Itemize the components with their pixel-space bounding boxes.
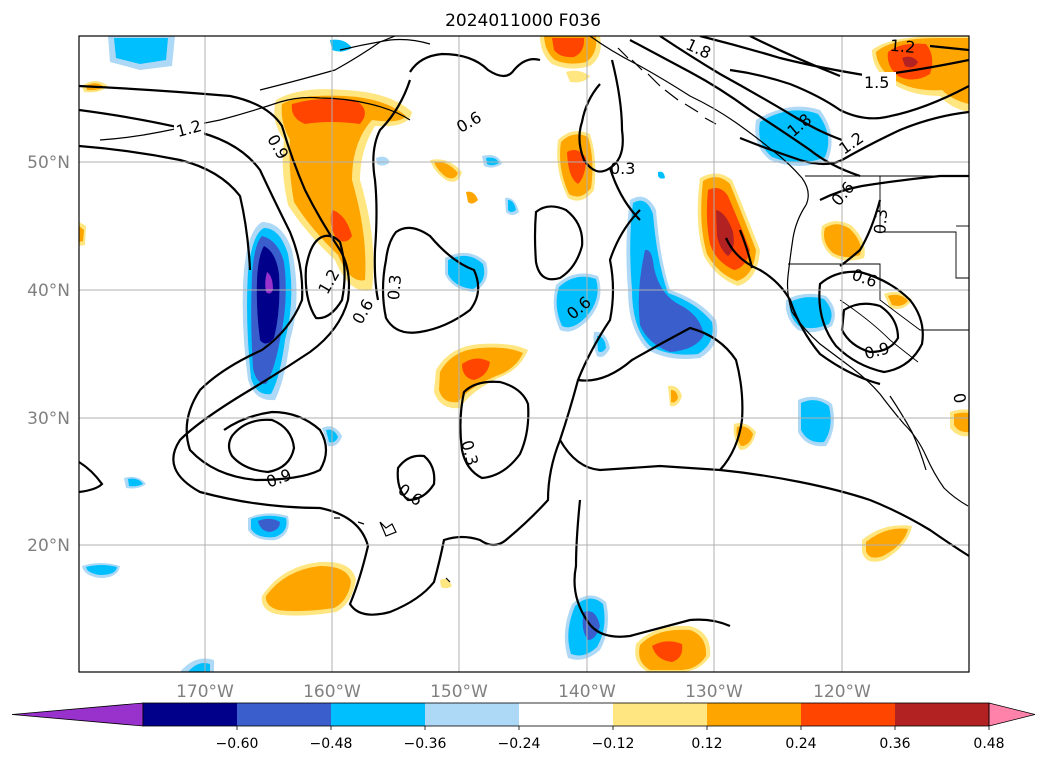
lon-label: 130°W — [685, 682, 743, 702]
contour-lines — [79, 36, 969, 638]
positive-anomaly-field — [265, 566, 351, 612]
lon-label: 150°W — [430, 682, 488, 702]
colorbar-tick-label: 0.36 — [879, 736, 910, 752]
colorbar-segment — [801, 703, 896, 726]
positive-anomaly-field — [888, 294, 908, 306]
colorbar-tick-label: 0.24 — [785, 736, 816, 752]
gridlines — [79, 36, 969, 672]
negative-anomaly-field — [486, 157, 499, 166]
positive-anomaly-field — [671, 390, 678, 403]
positive-anomaly-field — [462, 358, 490, 380]
colorbar-tick-label: 0.48 — [973, 736, 1004, 752]
contour-label: 0.3 — [870, 208, 891, 235]
colorbar-tick-label: −0.24 — [498, 736, 541, 752]
contour-label: 0.3 — [384, 274, 405, 301]
negative-anomaly-field — [638, 249, 704, 352]
map-frame — [78, 35, 970, 673]
colorbar-segment — [143, 703, 238, 726]
map-panel: 1.2 0.9 1.2 0.6 0.3 0.6 0.3 1.8 1.5 1.2 … — [78, 35, 970, 673]
lon-label: 160°W — [303, 682, 361, 702]
negative-anomaly-field — [114, 38, 168, 64]
negative-anomaly-field — [376, 156, 390, 166]
lon-label: 170°W — [176, 682, 234, 702]
colorbar-segment — [613, 703, 708, 726]
negative-anomaly-field — [258, 518, 280, 532]
colorbar-tick-label: 0.12 — [691, 736, 722, 752]
negative-anomaly-field — [86, 565, 117, 575]
positive-anomaly-field — [281, 95, 406, 281]
negative-anomaly-field — [448, 255, 485, 289]
positive-anomaly-field — [652, 641, 683, 662]
contour-label: 0.3 — [610, 159, 635, 178]
negative-anomaly-field — [789, 297, 832, 329]
negative-anomaly-field — [508, 200, 516, 212]
lon-label: 120°W — [813, 682, 871, 702]
colorbar-segment — [237, 703, 332, 726]
colorbar-tick-label: −0.60 — [216, 736, 259, 752]
positive-anomaly-field — [79, 226, 84, 242]
lon-label: 140°W — [558, 682, 616, 702]
negative-anomaly-field — [265, 272, 273, 294]
colorbar-frame — [142, 702, 990, 727]
positive-anomaly-field — [566, 70, 590, 83]
positive-anomaly-field — [902, 56, 918, 68]
colorbar: −0.60 −0.48 −0.36 −0.24 −0.12 0.12 0.24 0.36 0.4… — [11, 702, 1036, 752]
negative-anomaly-field — [801, 400, 831, 443]
colorbar-segment — [707, 703, 802, 726]
positive-anomaly-field — [434, 161, 458, 179]
coastlines — [99, 36, 969, 583]
negative-anomaly-field — [658, 171, 665, 179]
contour-label: 1.2 — [889, 36, 916, 57]
colorbar-segment — [331, 703, 426, 726]
colorbar-extend-high — [988, 702, 1036, 727]
colorbar-segment — [519, 703, 614, 726]
colorbar-tick-label: −0.48 — [310, 736, 353, 752]
latitude-labels: 50°N 40°N 30°N 20°N — [27, 153, 70, 556]
positive-anomaly-field — [866, 528, 908, 558]
positive-anomaly-field — [466, 191, 478, 204]
colorbar-extend-low — [11, 702, 144, 727]
positive-anomaly-field — [567, 150, 586, 184]
colorbar-tick-label: −0.36 — [404, 736, 447, 752]
colorbar-segment — [425, 703, 520, 726]
lat-label: 20°N — [27, 536, 70, 556]
contour-label: 0 — [949, 392, 969, 405]
positive-anomaly-field — [330, 210, 352, 242]
shaded-fields — [79, 36, 969, 672]
negative-anomaly-field — [128, 478, 143, 487]
positive-anomaly-field — [552, 38, 585, 58]
lat-label: 50°N — [27, 153, 70, 173]
negative-anomaly-field — [597, 336, 606, 352]
lat-label: 40°N — [27, 281, 70, 301]
colorbar-segment — [895, 703, 990, 726]
positive-anomaly-field — [291, 98, 365, 124]
contour-label: 1.5 — [864, 73, 889, 92]
longitude-labels: 170°W 160°W 150°W 140°W 130°W 120°W — [176, 682, 871, 702]
map-title: 2024011000 F036 — [445, 11, 601, 31]
negative-anomaly-field — [256, 246, 280, 344]
lat-label: 30°N — [27, 409, 70, 429]
colorbar-tick-label: −0.12 — [592, 736, 635, 752]
